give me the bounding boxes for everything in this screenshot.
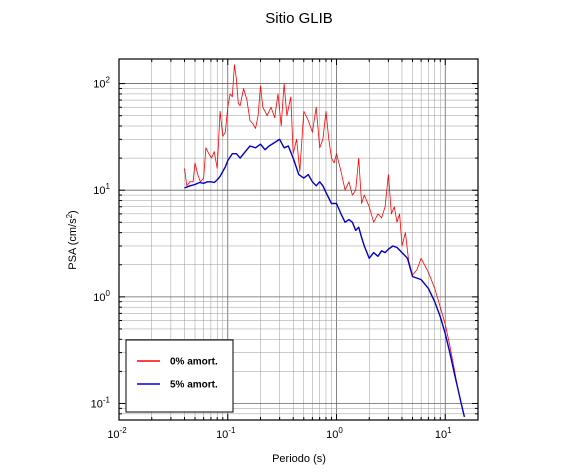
tick-marks bbox=[118, 59, 479, 421]
y-tick-label: 101 bbox=[93, 182, 110, 197]
plot-frame bbox=[118, 58, 479, 421]
x-tick-exp: -1 bbox=[228, 426, 236, 435]
x-tick-exp: 0 bbox=[338, 426, 343, 435]
y-tick-exp: -1 bbox=[103, 395, 111, 404]
y-axis-label: PSA (cm/s2) bbox=[65, 210, 79, 269]
x-tick-exp: -2 bbox=[120, 426, 128, 435]
grid-lines bbox=[118, 59, 479, 421]
y-tick-label: 102 bbox=[93, 76, 110, 91]
y-tick-exp: 1 bbox=[106, 182, 111, 191]
series-line-0pct bbox=[184, 64, 465, 417]
x-tick-base: 10 bbox=[107, 429, 119, 441]
x-tick-base: 10 bbox=[435, 429, 447, 441]
x-tick-labels: 10-2 10-1 100 101 bbox=[107, 426, 452, 441]
x-tick-label: 10-2 bbox=[107, 426, 127, 441]
y-axis-label-base: PSA (cm/s bbox=[67, 218, 79, 270]
y-tick-base: 10 bbox=[93, 292, 105, 304]
y-tick-label: 10-1 bbox=[91, 395, 111, 410]
y-tick-exp: 2 bbox=[106, 76, 111, 85]
x-tick-label: 10-1 bbox=[216, 426, 236, 441]
y-axis-label-sup: 2 bbox=[65, 213, 74, 218]
y-tick-base: 10 bbox=[93, 185, 105, 197]
legend-label-0pct: 0% amort. bbox=[170, 357, 218, 368]
legend: 0% amort. 5% amort. bbox=[125, 339, 234, 413]
series-line-5pct bbox=[184, 138, 466, 417]
x-tick-base: 10 bbox=[326, 429, 338, 441]
y-tick-base: 10 bbox=[93, 79, 105, 91]
x-tick-exp: 1 bbox=[447, 426, 452, 435]
y-tick-exp: 0 bbox=[106, 289, 111, 298]
chart-title: Sitio GLIB bbox=[265, 10, 333, 27]
legend-box bbox=[125, 339, 234, 413]
y-axis-label-end: ) bbox=[67, 210, 79, 214]
x-tick-label: 100 bbox=[326, 426, 343, 441]
legend-label-5pct: 5% amort. bbox=[170, 380, 218, 391]
x-axis-label: Periodo (s) bbox=[272, 453, 326, 465]
y-tick-base: 10 bbox=[91, 398, 103, 410]
y-tick-label: 100 bbox=[93, 289, 110, 304]
series-group bbox=[184, 64, 466, 417]
x-tick-label: 101 bbox=[435, 426, 452, 441]
x-tick-base: 10 bbox=[216, 429, 228, 441]
